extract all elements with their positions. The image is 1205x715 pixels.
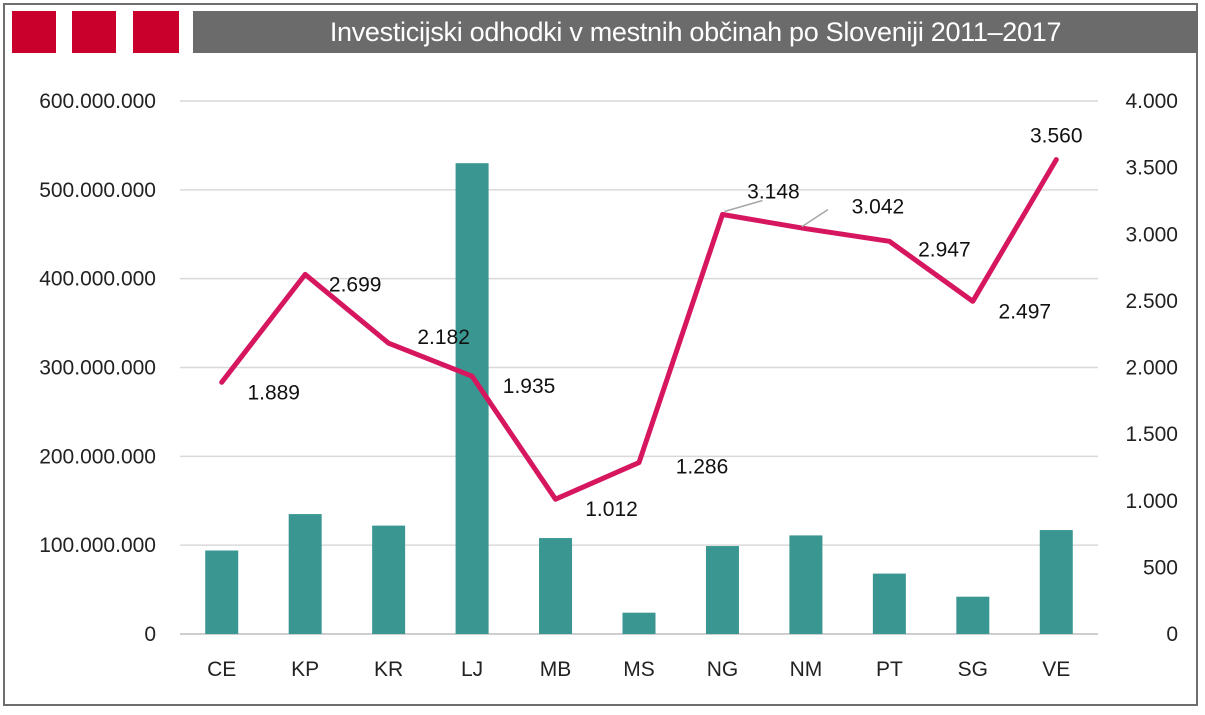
x-tick-label: SG <box>958 658 988 681</box>
right-tick-label: 3.000 <box>1125 223 1178 246</box>
x-tick-label: VE <box>1042 658 1070 681</box>
x-tick-label: PT <box>876 658 903 681</box>
data-label-MS: 1.286 <box>676 456 729 479</box>
chart-title: Investicijski odhodki v mestnih občinah … <box>329 17 1062 47</box>
data-label-KP: 2.699 <box>329 273 382 296</box>
data-label-KR: 2.182 <box>417 326 470 349</box>
x-tick-label: NG <box>707 658 739 681</box>
left-tick-label: 400.000.000 <box>39 268 156 291</box>
chart-frame <box>3 3 1198 706</box>
data-label-PT: 2.947 <box>918 238 971 261</box>
data-label-CE: 1.889 <box>247 381 300 404</box>
left-tick-label: 300.000.000 <box>39 357 156 380</box>
bar-KP <box>288 514 322 634</box>
bar-SG <box>956 596 990 634</box>
right-tick-label: 2.000 <box>1125 357 1178 380</box>
left-tick-label: 500.000.000 <box>39 179 156 202</box>
x-tick-label: NM <box>790 658 823 681</box>
line-series <box>219 157 1059 502</box>
header-accent-block <box>72 11 116 53</box>
header-accent-block <box>133 11 179 53</box>
bar-PT <box>872 573 906 634</box>
x-tick-label: CE <box>207 658 236 681</box>
right-tick-label: 0 <box>1166 623 1178 646</box>
bar-CE <box>205 550 239 634</box>
x-tick-label: KR <box>374 658 403 681</box>
right-tick-label: 3.500 <box>1125 157 1178 180</box>
left-tick-label: 100.000.000 <box>39 534 156 557</box>
x-axis-ticks: CE KP KR LJ MB MS NG NM PT SG VE <box>207 658 1070 681</box>
right-tick-label: 4.000 <box>1125 90 1178 113</box>
bar-KR <box>372 525 406 634</box>
left-tick-label: 600.000.000 <box>39 90 156 113</box>
left-axis-ticks: 0 100.000.000 200.000.000 300.000.000 400.00… <box>39 90 156 646</box>
data-label-NG: 3.148 <box>747 181 800 204</box>
x-tick-label: MS <box>623 658 655 681</box>
line-data-labels: 1.889 2.699 2.182 1.935 1.012 1.286 3.148 3.042… <box>247 125 1082 522</box>
data-label-MB: 1.012 <box>585 498 638 521</box>
label-leader-line <box>801 209 829 228</box>
header-accent-block <box>12 11 56 53</box>
x-tick-label: KP <box>291 658 319 681</box>
bar-NM <box>789 535 823 634</box>
bar-series <box>205 163 1073 634</box>
header-bar <box>193 11 1198 53</box>
label-leader-line <box>724 199 763 213</box>
bar-MS <box>622 612 656 634</box>
bar-MB <box>539 538 573 634</box>
bar-LJ <box>455 163 489 634</box>
right-tick-label: 500 <box>1143 556 1178 579</box>
data-label-LJ: 1.935 <box>503 375 556 398</box>
bar-VE <box>1039 530 1073 634</box>
data-label-VE: 3.560 <box>1030 125 1083 148</box>
x-tick-label: MB <box>540 658 572 681</box>
x-tick-label: LJ <box>461 658 483 681</box>
left-tick-label: 200.000.000 <box>39 445 156 468</box>
right-tick-label: 1.000 <box>1125 490 1178 513</box>
left-tick-label: 0 <box>144 623 156 646</box>
data-label-NM: 3.042 <box>852 196 905 219</box>
right-tick-label: 1.500 <box>1125 423 1178 446</box>
data-label-SG: 2.497 <box>999 300 1052 323</box>
right-tick-label: 2.500 <box>1125 290 1178 313</box>
right-axis-ticks: 0 500 1.000 1.500 2.000 2.500 3.000 3.500 4.000 <box>1125 90 1178 646</box>
bar-NG <box>705 546 739 634</box>
line-path <box>219 157 1059 502</box>
